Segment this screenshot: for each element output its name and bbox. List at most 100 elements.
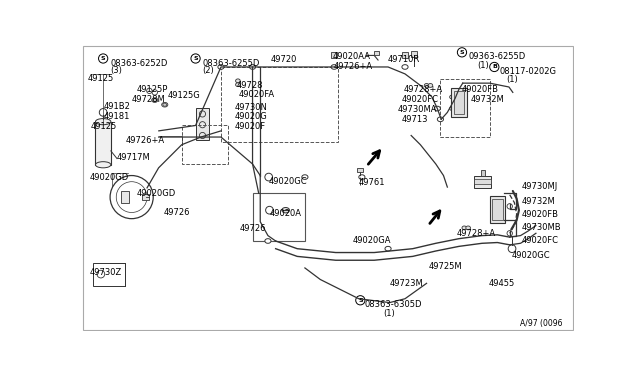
Text: 49761: 49761 (359, 178, 385, 187)
FancyBboxPatch shape (411, 51, 417, 57)
Text: 49020GA: 49020GA (353, 235, 391, 245)
Text: 49730MB: 49730MB (521, 222, 561, 231)
Bar (481, 170, 485, 176)
Bar (331, 52, 337, 58)
Text: 49728+A: 49728+A (456, 230, 496, 238)
Ellipse shape (450, 107, 454, 110)
Text: 08363-6252D: 08363-6252D (110, 58, 168, 67)
Ellipse shape (428, 84, 433, 87)
Ellipse shape (236, 83, 240, 87)
Text: 49020GD: 49020GD (137, 189, 176, 198)
Text: S: S (460, 50, 464, 55)
Text: 08363-6255D: 08363-6255D (202, 58, 260, 67)
Text: S: S (358, 298, 363, 303)
Ellipse shape (454, 107, 458, 110)
Text: (2): (2) (202, 66, 214, 75)
Ellipse shape (218, 65, 224, 69)
Ellipse shape (437, 117, 444, 122)
Ellipse shape (95, 162, 111, 168)
Text: (1): (1) (383, 309, 395, 318)
Text: 49732M: 49732M (521, 197, 555, 206)
Text: 49732M: 49732M (470, 96, 504, 105)
Text: 49720: 49720 (271, 55, 298, 64)
Bar (357, 168, 364, 173)
Text: 49125: 49125 (91, 122, 117, 131)
Ellipse shape (450, 95, 454, 99)
Text: 491B2: 491B2 (103, 102, 130, 111)
Text: 49020AA: 49020AA (333, 52, 371, 61)
Text: 49125: 49125 (88, 74, 114, 83)
Text: 49020FB: 49020FB (521, 210, 558, 219)
Bar (490, 196, 505, 223)
Text: 49728+A: 49728+A (403, 86, 443, 94)
Text: S: S (101, 56, 106, 61)
FancyBboxPatch shape (474, 179, 492, 184)
Text: 49125P: 49125P (137, 86, 168, 94)
Ellipse shape (95, 119, 111, 125)
Text: 49726: 49726 (163, 208, 189, 217)
Bar (492, 199, 503, 220)
Text: 49020FC: 49020FC (521, 235, 558, 245)
Text: (3): (3) (110, 66, 122, 75)
FancyBboxPatch shape (374, 51, 379, 55)
Ellipse shape (462, 226, 467, 230)
Text: 49020GD: 49020GD (90, 173, 129, 182)
Bar (454, 91, 464, 114)
Text: 49020FA: 49020FA (239, 90, 275, 99)
Text: 49730MA: 49730MA (397, 106, 436, 115)
Ellipse shape (162, 102, 168, 107)
Text: 49723M: 49723M (390, 279, 423, 289)
Ellipse shape (265, 239, 271, 243)
Text: 49020G: 49020G (235, 112, 268, 121)
Ellipse shape (435, 106, 440, 111)
Ellipse shape (385, 246, 391, 251)
Text: 49020A: 49020A (269, 209, 301, 218)
Text: 49728M: 49728M (132, 95, 165, 104)
Bar (451, 88, 467, 117)
Text: 49730Z: 49730Z (90, 268, 122, 277)
Text: 49730N: 49730N (235, 103, 268, 112)
Ellipse shape (152, 98, 158, 102)
Ellipse shape (250, 65, 255, 69)
Text: 49726+A: 49726+A (125, 136, 164, 145)
Text: A/97 (0096: A/97 (0096 (520, 319, 563, 328)
Text: 49726+A: 49726+A (333, 62, 372, 71)
Bar (440, 79, 490, 137)
Text: (1): (1) (477, 61, 489, 70)
Ellipse shape (454, 95, 458, 99)
Ellipse shape (331, 65, 337, 69)
Ellipse shape (163, 103, 166, 106)
Bar (474, 176, 492, 188)
Bar (182, 125, 228, 164)
Ellipse shape (466, 226, 470, 230)
Ellipse shape (424, 84, 429, 87)
Text: 49717M: 49717M (117, 153, 151, 162)
Text: 49455: 49455 (488, 279, 515, 289)
Text: 09363-6255D: 09363-6255D (468, 52, 525, 61)
Text: 49725M: 49725M (429, 262, 463, 271)
Bar (221, 67, 338, 142)
Text: 49726: 49726 (239, 224, 266, 233)
Ellipse shape (153, 99, 157, 102)
Text: 49020FB: 49020FB (462, 86, 499, 94)
Text: 49181: 49181 (103, 112, 129, 121)
Text: 49125G: 49125G (168, 91, 200, 100)
Text: 49713: 49713 (401, 115, 428, 124)
Bar (95, 122, 111, 165)
Ellipse shape (282, 208, 289, 213)
Text: 49020F: 49020F (235, 122, 266, 131)
Text: 08363-6305D: 08363-6305D (364, 300, 422, 309)
Bar (93, 263, 125, 286)
Ellipse shape (236, 79, 240, 83)
Bar (196, 108, 209, 140)
Text: 49730MJ: 49730MJ (521, 182, 557, 191)
Text: B: B (492, 64, 497, 70)
Ellipse shape (359, 175, 365, 179)
Text: 49020FC: 49020FC (401, 96, 438, 105)
Bar (402, 52, 408, 58)
Ellipse shape (402, 65, 408, 69)
Bar (143, 194, 148, 200)
Ellipse shape (302, 175, 308, 179)
Text: S: S (193, 56, 198, 61)
Bar (253, 193, 305, 241)
